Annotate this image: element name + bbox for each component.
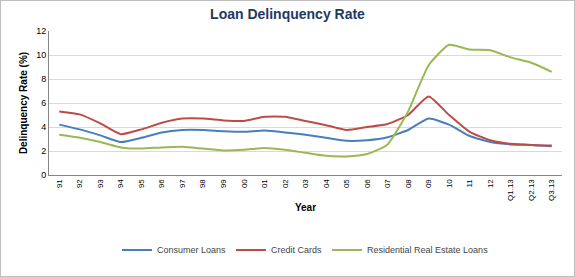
svg-text:94: 94 bbox=[116, 179, 125, 188]
svg-text:95: 95 bbox=[137, 179, 146, 188]
svg-text:0: 0 bbox=[41, 170, 46, 180]
svg-text:Credit Cards: Credit Cards bbox=[271, 245, 322, 255]
svg-text:03: 03 bbox=[301, 179, 310, 188]
svg-text:11: 11 bbox=[465, 179, 474, 188]
svg-text:Loan Delinquency Rate: Loan Delinquency Rate bbox=[210, 6, 365, 22]
svg-text:Year: Year bbox=[295, 202, 316, 213]
svg-text:Delinquency Rate (%): Delinquency Rate (%) bbox=[18, 52, 29, 154]
svg-text:93: 93 bbox=[96, 179, 105, 188]
svg-text:10: 10 bbox=[36, 50, 46, 60]
svg-text:97: 97 bbox=[178, 179, 187, 188]
svg-text:02: 02 bbox=[281, 179, 290, 188]
svg-text:4: 4 bbox=[41, 122, 46, 132]
svg-text:05: 05 bbox=[342, 179, 351, 188]
svg-text:98: 98 bbox=[199, 179, 208, 188]
svg-text:12: 12 bbox=[36, 26, 46, 36]
svg-text:2: 2 bbox=[41, 146, 46, 156]
svg-text:Q3.13: Q3.13 bbox=[547, 179, 556, 201]
svg-text:07: 07 bbox=[383, 179, 392, 188]
svg-text:08: 08 bbox=[404, 179, 413, 188]
svg-text:91: 91 bbox=[55, 179, 64, 188]
svg-text:96: 96 bbox=[157, 179, 166, 188]
svg-text:99: 99 bbox=[219, 179, 228, 188]
svg-text:6: 6 bbox=[41, 98, 46, 108]
svg-text:Q2.13: Q2.13 bbox=[527, 179, 536, 201]
svg-text:01: 01 bbox=[260, 179, 269, 188]
svg-text:92: 92 bbox=[75, 179, 84, 188]
svg-text:Consumer Loans: Consumer Loans bbox=[157, 245, 226, 255]
svg-text:Residential Real Estate Loans: Residential Real Estate Loans bbox=[367, 245, 488, 255]
svg-text:8: 8 bbox=[41, 74, 46, 84]
svg-text:Q1.13: Q1.13 bbox=[506, 179, 515, 201]
svg-text:04: 04 bbox=[322, 179, 331, 188]
svg-text:12: 12 bbox=[486, 179, 495, 188]
svg-text:00: 00 bbox=[240, 179, 249, 188]
svg-text:06: 06 bbox=[363, 179, 372, 188]
svg-text:10: 10 bbox=[445, 179, 454, 188]
svg-text:09: 09 bbox=[424, 179, 433, 188]
